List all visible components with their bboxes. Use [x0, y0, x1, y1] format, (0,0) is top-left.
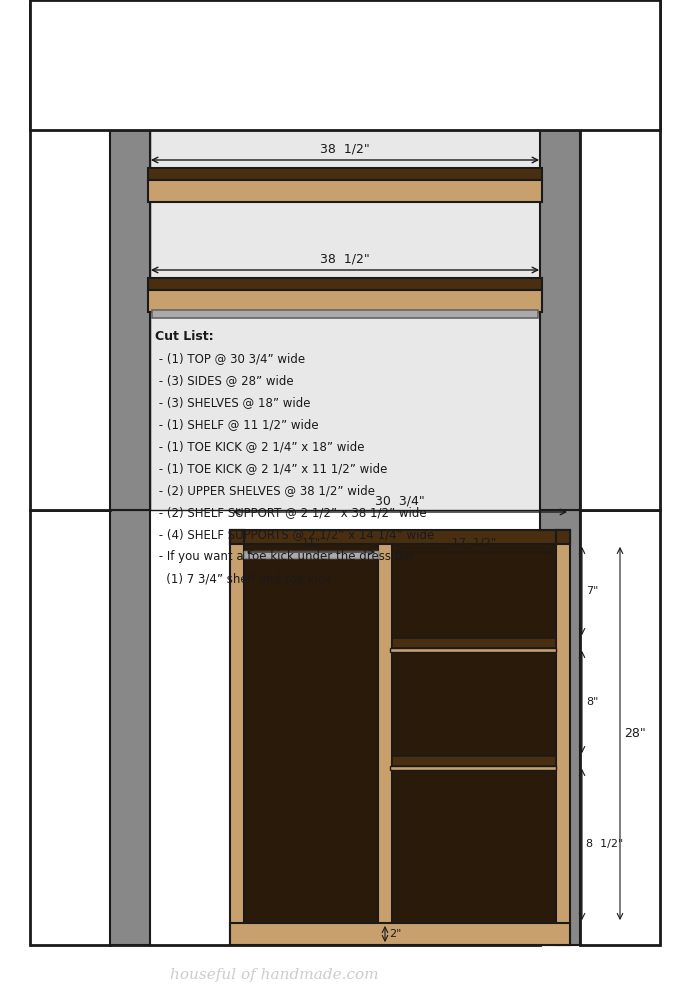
Bar — [150, 40, 540, 510]
Bar — [390, 648, 556, 652]
Bar — [30, 0, 660, 130]
Bar — [30, 510, 110, 945]
Bar — [230, 923, 570, 945]
Bar — [390, 766, 556, 770]
Bar — [580, 510, 660, 945]
Polygon shape — [540, 0, 580, 510]
Text: 11": 11" — [302, 538, 321, 548]
Text: - (1) TOE KICK @ 2 1/4” x 18” wide: - (1) TOE KICK @ 2 1/4” x 18” wide — [155, 440, 365, 453]
Text: - (1) SHELF @ 11 1/2” wide: - (1) SHELF @ 11 1/2” wide — [155, 418, 318, 431]
Bar — [378, 544, 392, 945]
Bar — [230, 530, 570, 544]
Bar — [152, 310, 538, 318]
Polygon shape — [110, 510, 150, 945]
Text: - (3) SIDES @ 28” wide: - (3) SIDES @ 28” wide — [155, 374, 293, 387]
Bar — [230, 530, 244, 544]
Polygon shape — [540, 510, 580, 945]
Text: 38  1/2": 38 1/2" — [320, 143, 370, 156]
Bar — [244, 551, 378, 558]
Text: 7": 7" — [586, 586, 598, 596]
Text: - (1) TOE KICK @ 2 1/4” x 11 1/2” wide: - (1) TOE KICK @ 2 1/4” x 11 1/2” wide — [155, 462, 387, 475]
Text: Cut List:: Cut List: — [155, 330, 214, 343]
Bar — [392, 756, 556, 766]
Bar — [392, 638, 556, 648]
Text: - (2) UPPER SHELVES @ 38 1/2” wide: - (2) UPPER SHELVES @ 38 1/2” wide — [155, 484, 375, 497]
Text: - (4) SHELF SUPPORTS @ 2 1/2” x 14 1/4” wide: - (4) SHELF SUPPORTS @ 2 1/2” x 14 1/4” … — [155, 528, 434, 541]
Text: 2": 2" — [389, 929, 401, 939]
Bar — [148, 168, 542, 180]
Text: - If you want a toe kick under the dress bar: - If you want a toe kick under the dress… — [155, 550, 414, 563]
Bar — [556, 530, 570, 945]
Bar — [580, 0, 660, 510]
Text: - (2) SHELF SUPPORT @ 2 1/2” x 38 1/2” wide: - (2) SHELF SUPPORT @ 2 1/2” x 38 1/2” w… — [155, 506, 426, 519]
Text: - (3) SHELVES @ 18” wide: - (3) SHELVES @ 18” wide — [155, 396, 311, 409]
Text: 8  1/2": 8 1/2" — [586, 840, 623, 850]
Bar — [148, 180, 542, 202]
Text: - (1) TOP @ 30 3/4” wide: - (1) TOP @ 30 3/4” wide — [155, 352, 305, 365]
Bar — [30, 0, 110, 510]
Text: houseful of handmade.com: houseful of handmade.com — [170, 968, 379, 982]
Bar — [230, 530, 244, 945]
Text: (1) 7 3/4” shelf and toe kick: (1) 7 3/4” shelf and toe kick — [155, 572, 331, 585]
Bar — [556, 530, 570, 544]
Text: 30  3/4": 30 3/4" — [375, 495, 425, 508]
Polygon shape — [110, 0, 150, 510]
Text: 8": 8" — [586, 697, 598, 707]
Text: 28": 28" — [624, 727, 645, 740]
Bar — [148, 278, 542, 290]
Text: 38  1/2": 38 1/2" — [320, 253, 370, 266]
Bar — [244, 544, 556, 923]
Bar — [148, 290, 542, 312]
Text: 17  1/2": 17 1/2" — [452, 538, 496, 548]
